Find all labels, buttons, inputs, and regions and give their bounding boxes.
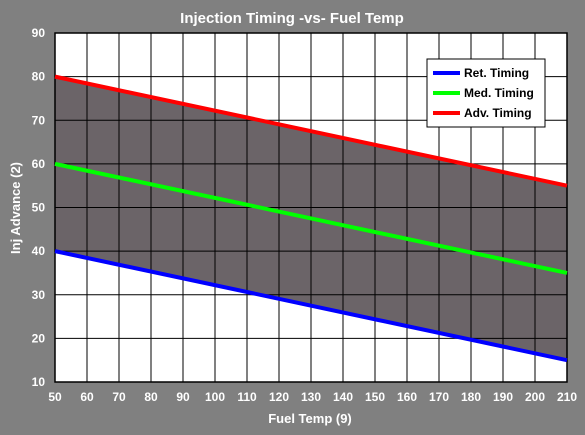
x-tick-label: 130 [301,390,321,404]
legend-label: Med. Timing [464,86,534,100]
y-tick-label: 20 [32,331,46,345]
x-tick-label: 60 [80,390,94,404]
x-tick-label: 200 [525,390,545,404]
series-line-adv-timing [54,74,568,188]
x-tick-label: 190 [493,390,513,404]
series-lines [54,74,568,363]
x-tick-label: 170 [429,390,449,404]
legend-label: Adv. Timing [464,106,532,120]
x-tick-label: 50 [48,390,62,404]
chart-title: Injection Timing -vs- Fuel Temp [180,10,404,27]
x-tick-label: 160 [397,390,417,404]
series-line-ret-timing [54,249,568,363]
x-tick-label: 100 [205,390,225,404]
y-axis-ticks: 10 20 30 40 50 60 70 80 90 [32,26,46,389]
x-tick-label: 140 [333,390,353,404]
plot-border [54,32,568,383]
x-tick-label: 210 [557,390,577,404]
y-tick-label: 10 [32,375,46,389]
x-axis-ticks: 50 60 70 80 90 100 110 120 130 140 150 160 170 180 190… [48,390,577,404]
y-tick-label: 40 [32,244,46,258]
x-axis-label: Fuel Temp (9) [268,411,352,426]
y-tick-label: 90 [32,26,46,40]
legend: Ret. Timing Med. Timing Adv. Timing [426,58,546,128]
y-axis-label: Inj Advance (2) [8,162,23,254]
legend-label: Ret. Timing [464,66,529,80]
x-tick-label: 80 [144,390,158,404]
x-tick-label: 110 [237,390,257,404]
y-tick-label: 30 [32,288,46,302]
y-tick-label: 50 [32,201,46,215]
y-tick-label: 60 [32,157,46,171]
x-tick-label: 150 [365,390,385,404]
series-line-med-timing [54,161,568,275]
y-tick-label: 70 [32,113,46,127]
x-tick-label: 90 [176,390,190,404]
y-tick-label: 80 [32,70,46,84]
x-tick-label: 70 [112,390,126,404]
x-tick-label: 180 [461,390,481,404]
x-tick-label: 120 [269,390,289,404]
